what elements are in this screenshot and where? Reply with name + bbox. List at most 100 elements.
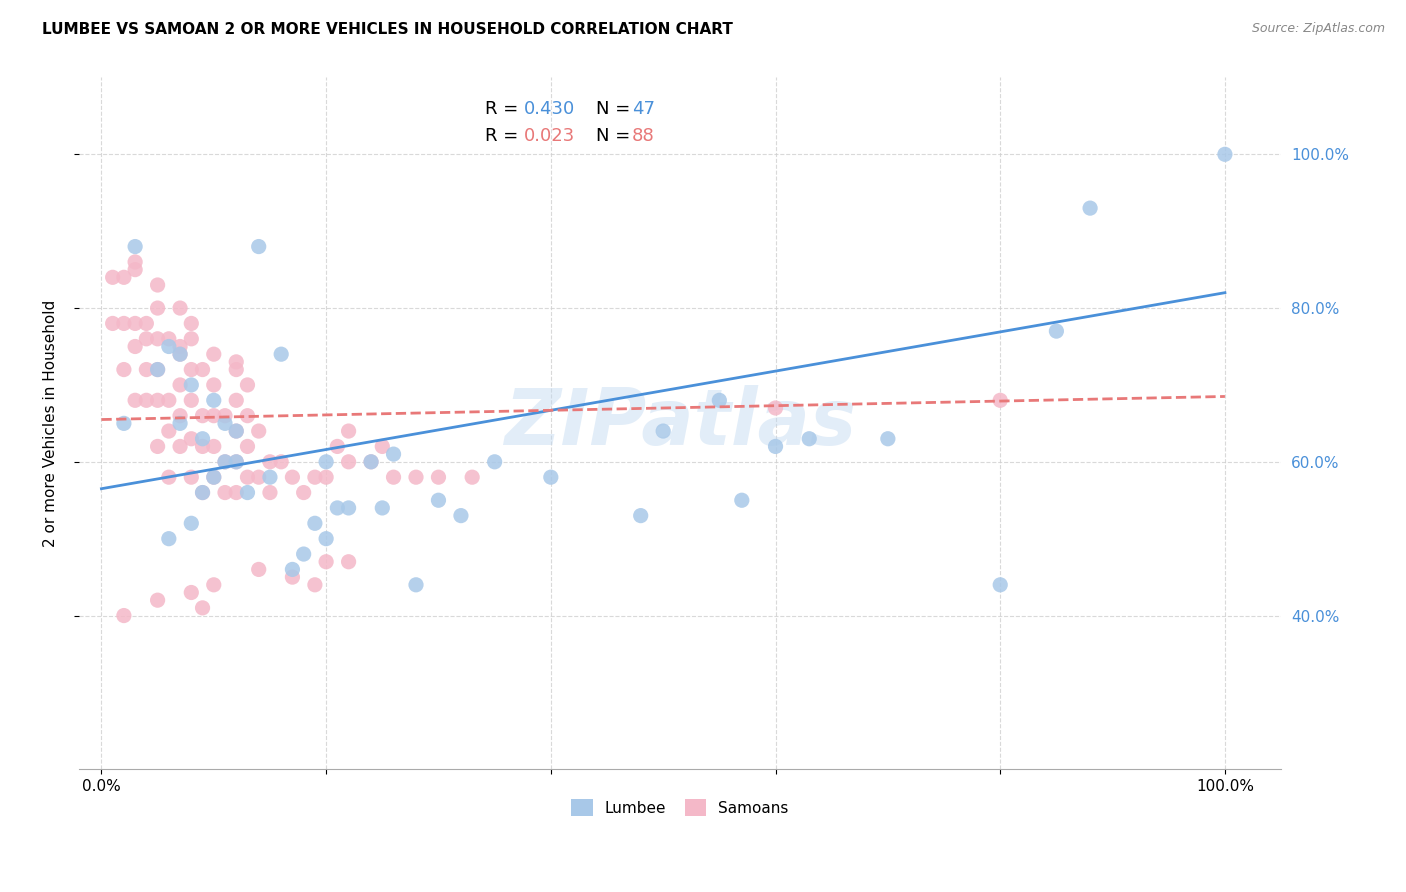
Point [371, 500, 394, 515]
Point [315, 555, 337, 569]
Point [236, 378, 259, 392]
Point [225, 455, 247, 469]
Point [191, 485, 214, 500]
Text: R =: R = [485, 128, 524, 145]
Point [202, 578, 225, 592]
Point [988, 578, 1011, 592]
Point [540, 470, 562, 484]
Point [146, 278, 169, 293]
Point [180, 470, 202, 484]
Point [337, 424, 360, 438]
Point [124, 239, 146, 253]
Point [169, 439, 191, 453]
Point [259, 485, 281, 500]
Point [214, 409, 236, 423]
Text: 0.023: 0.023 [524, 128, 575, 145]
Point [1078, 201, 1101, 215]
Point [236, 485, 259, 500]
Point [135, 393, 157, 408]
Point [214, 455, 236, 469]
Point [214, 455, 236, 469]
Point [180, 332, 202, 346]
Point [247, 239, 270, 253]
Point [124, 393, 146, 408]
Text: Source: ZipAtlas.com: Source: ZipAtlas.com [1251, 22, 1385, 36]
Point [157, 393, 180, 408]
Point [731, 493, 754, 508]
Point [427, 493, 450, 508]
Point [427, 470, 450, 484]
Point [225, 485, 247, 500]
Point [225, 424, 247, 438]
Point [214, 417, 236, 431]
Point [270, 455, 292, 469]
Point [292, 547, 315, 561]
Point [382, 447, 405, 461]
Point [405, 578, 427, 592]
Point [799, 432, 821, 446]
Text: N =: N = [596, 128, 636, 145]
Point [202, 470, 225, 484]
Point [259, 470, 281, 484]
Point [180, 317, 202, 331]
Point [1213, 147, 1236, 161]
Point [146, 362, 169, 376]
Point [292, 485, 315, 500]
Point [337, 555, 360, 569]
Point [180, 432, 202, 446]
Point [461, 470, 484, 484]
Point [169, 301, 191, 315]
Point [225, 355, 247, 369]
Point [157, 339, 180, 353]
Point [304, 470, 326, 484]
Point [247, 562, 270, 576]
Point [450, 508, 472, 523]
Point [180, 362, 202, 376]
Point [112, 317, 135, 331]
Point [191, 600, 214, 615]
Point [405, 470, 427, 484]
Point [247, 424, 270, 438]
Point [169, 347, 191, 361]
Point [202, 378, 225, 392]
Point [236, 439, 259, 453]
Point [146, 393, 169, 408]
Point [236, 409, 259, 423]
Point [259, 455, 281, 469]
Point [202, 439, 225, 453]
Point [101, 317, 124, 331]
Point [214, 485, 236, 500]
Point [135, 317, 157, 331]
Text: ZIPatlas: ZIPatlas [503, 385, 856, 461]
Point [157, 424, 180, 438]
Point [146, 332, 169, 346]
Point [101, 270, 124, 285]
Point [315, 470, 337, 484]
Point [270, 347, 292, 361]
Point [157, 470, 180, 484]
Point [876, 432, 898, 446]
Point [304, 578, 326, 592]
Point [112, 270, 135, 285]
Point [765, 439, 787, 453]
Point [146, 593, 169, 607]
Point [157, 332, 180, 346]
Point [191, 485, 214, 500]
Point [765, 401, 787, 415]
Point [146, 301, 169, 315]
Point [1045, 324, 1067, 338]
Point [180, 393, 202, 408]
Point [225, 455, 247, 469]
Point [326, 500, 349, 515]
Point [191, 432, 214, 446]
Point [124, 317, 146, 331]
Text: 0.430: 0.430 [524, 100, 575, 118]
Point [281, 570, 304, 584]
Point [169, 417, 191, 431]
Point [180, 378, 202, 392]
Point [146, 362, 169, 376]
Point [326, 439, 349, 453]
Point [169, 378, 191, 392]
Point [191, 409, 214, 423]
Text: LUMBEE VS SAMOAN 2 OR MORE VEHICLES IN HOUSEHOLD CORRELATION CHART: LUMBEE VS SAMOAN 2 OR MORE VEHICLES IN H… [42, 22, 733, 37]
